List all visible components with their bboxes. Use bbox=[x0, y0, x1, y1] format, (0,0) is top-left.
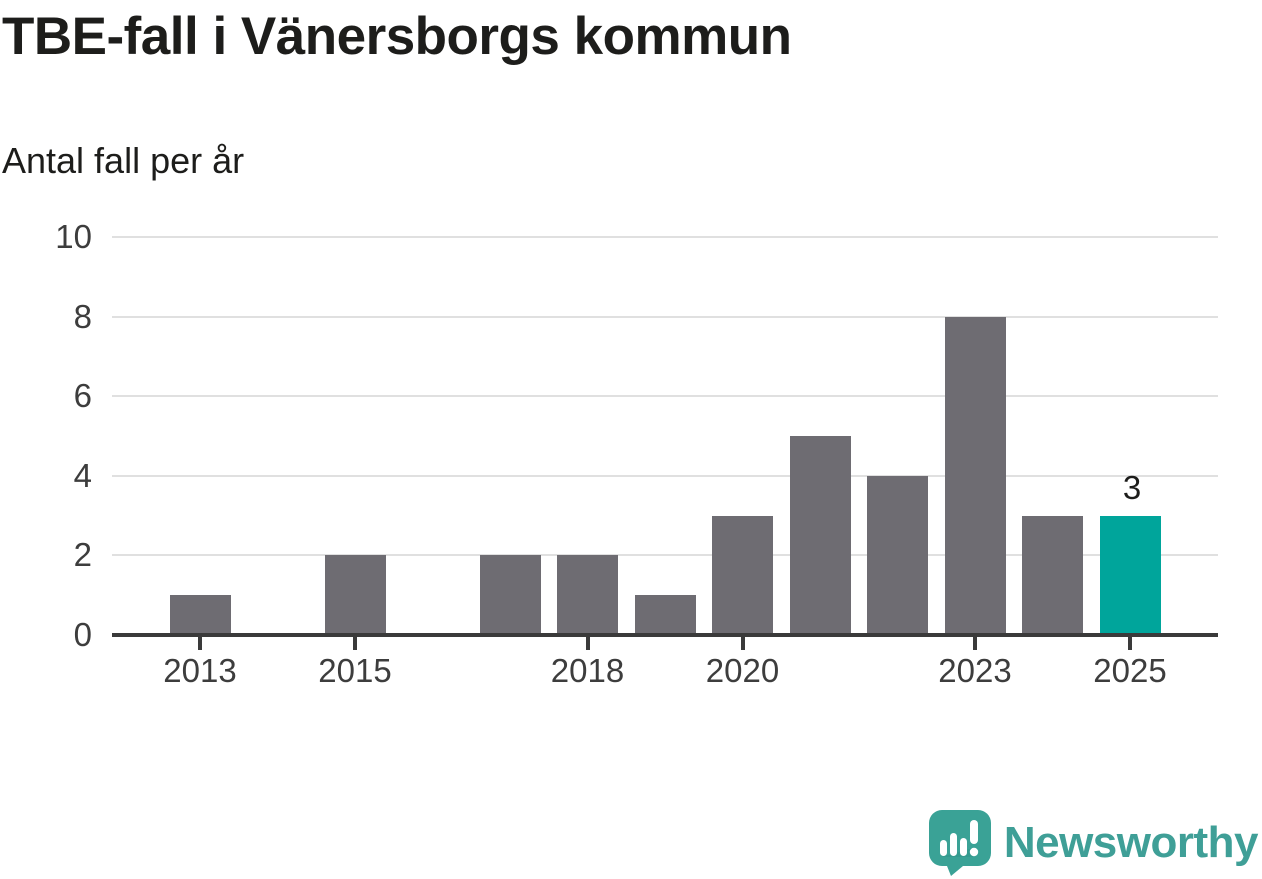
x-axis-label-2013: 2013 bbox=[163, 652, 237, 689]
x-axis-label-2025: 2025 bbox=[1093, 652, 1167, 689]
gridline-8 bbox=[112, 315, 1218, 318]
x-tick-2025 bbox=[1128, 637, 1132, 650]
y-axis-label-8: 8 bbox=[73, 297, 92, 335]
bar-2020 bbox=[712, 515, 773, 635]
bar-2025 bbox=[1099, 515, 1161, 635]
bar-2015 bbox=[324, 555, 386, 635]
newsworthy-chart-bubble-icon bbox=[928, 810, 991, 876]
y-axis-label-2: 2 bbox=[73, 536, 92, 574]
bar-2019 bbox=[634, 595, 696, 635]
x-axis-label-2018: 2018 bbox=[550, 652, 625, 689]
gridline-6 bbox=[112, 395, 1218, 398]
newsworthy-wordmark: Newsworthy bbox=[1003, 818, 1259, 867]
bar-2022 bbox=[867, 475, 928, 635]
bar-2017 bbox=[479, 555, 541, 635]
x-axis-label-2020: 2020 bbox=[705, 652, 780, 689]
gridline-2 bbox=[112, 554, 1218, 557]
chart-title: TBE-fall i Vänersborgs kommun bbox=[2, 7, 792, 66]
y-axis-label-6: 6 bbox=[73, 377, 92, 415]
bar-2024 bbox=[1022, 515, 1083, 635]
x-tick-2015 bbox=[353, 637, 357, 650]
x-axis-label-2023: 2023 bbox=[938, 652, 1012, 689]
gridline-4 bbox=[112, 474, 1218, 477]
value-label-2025: 3 bbox=[1122, 468, 1142, 506]
x-tick-2020 bbox=[740, 637, 745, 650]
y-axis-label-0: 0 bbox=[73, 616, 92, 653]
gridline-10 bbox=[112, 236, 1218, 238]
x-axis-line bbox=[112, 633, 1218, 637]
x-axis-label-2015: 2015 bbox=[318, 652, 392, 689]
x-tick-2023 bbox=[973, 637, 977, 650]
x-tick-2013 bbox=[198, 637, 202, 650]
newsworthy-logo[interactable]: Newsworthy bbox=[928, 810, 1259, 876]
bar-2018 bbox=[557, 555, 618, 635]
y-axis-label-10: 10 bbox=[55, 218, 92, 255]
bar-2021 bbox=[789, 436, 851, 635]
chart-subtitle: Antal fall per år bbox=[2, 140, 245, 181]
bar-2023 bbox=[944, 316, 1006, 635]
bar-2013 bbox=[169, 595, 231, 635]
x-tick-2018 bbox=[585, 637, 590, 650]
y-axis-label-4: 4 bbox=[73, 456, 92, 494]
